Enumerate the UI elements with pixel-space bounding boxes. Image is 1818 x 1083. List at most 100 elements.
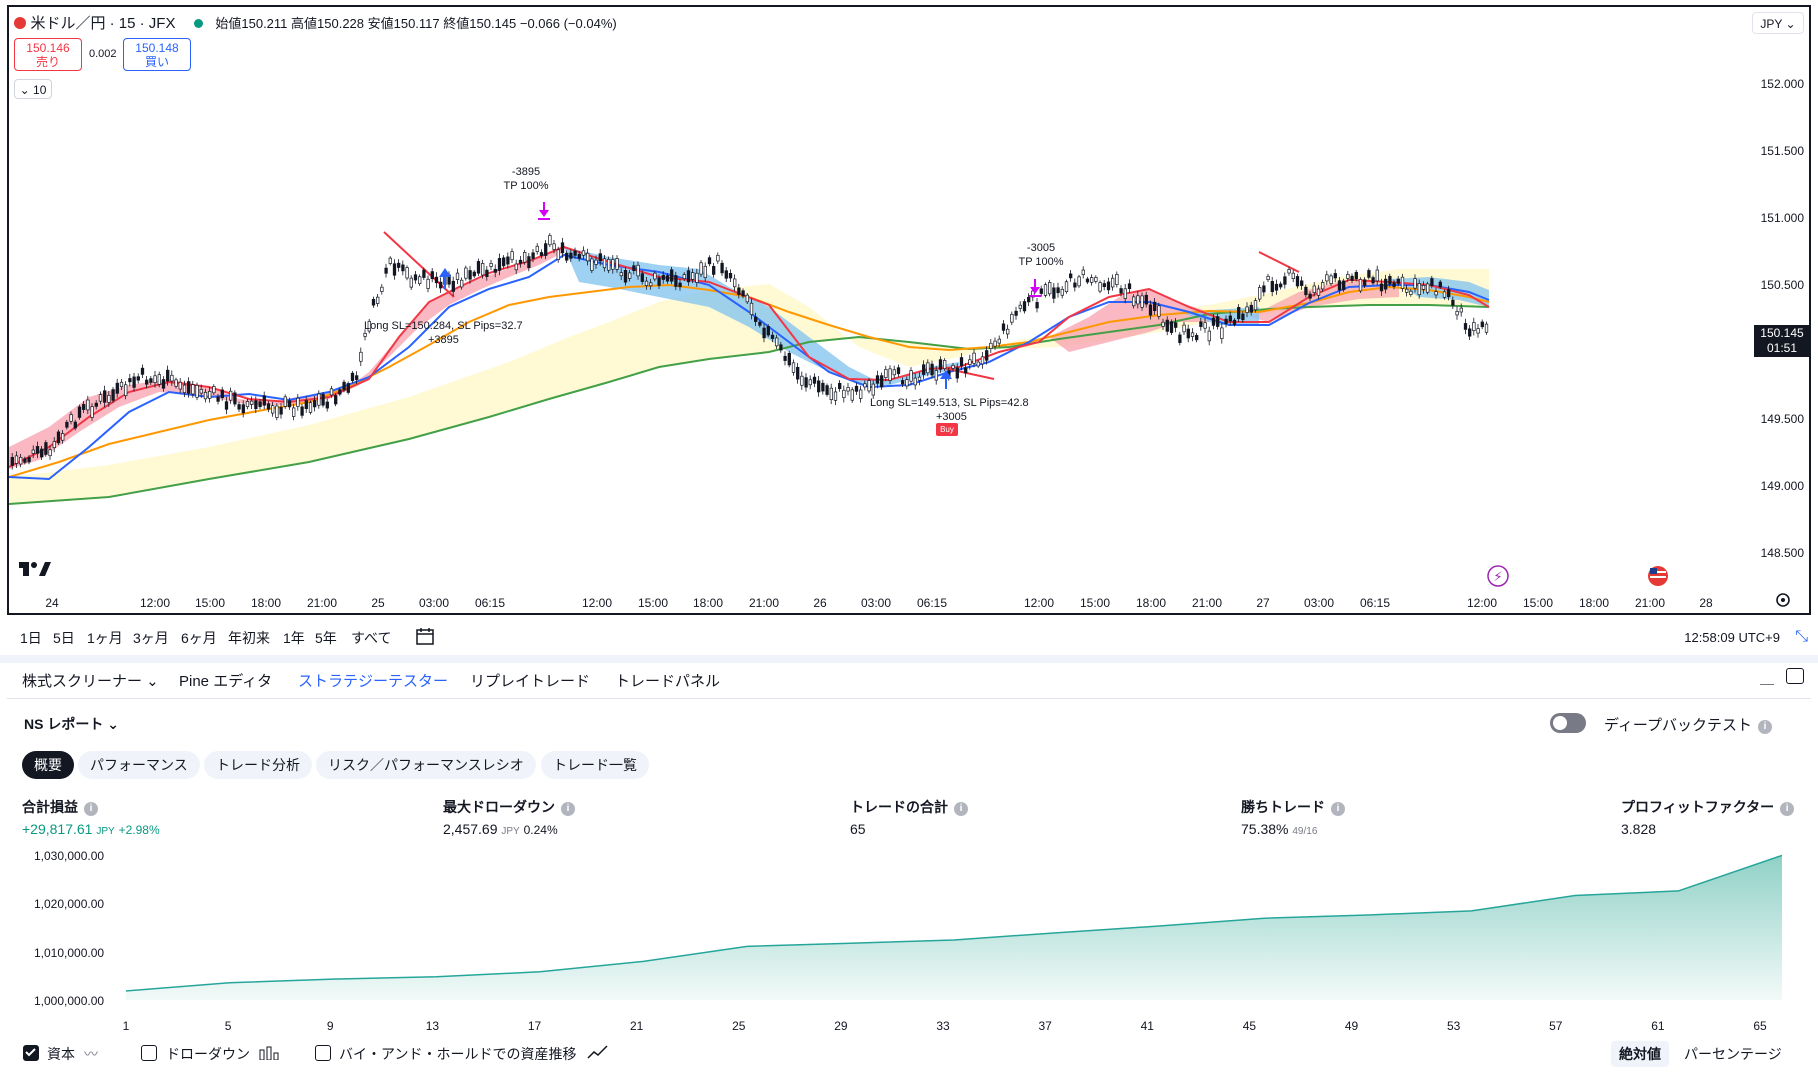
trade-marker-entry-2[interactable] xyxy=(940,370,952,389)
deep-backtest-toggle[interactable] xyxy=(1550,713,1586,733)
range-button-4[interactable]: 6ヶ月 xyxy=(181,630,217,646)
panel-tab-1[interactable]: Pine エディタ xyxy=(179,673,273,690)
price-chart-canvas[interactable]: ⚡ xyxy=(9,7,1804,612)
price-axis-label: 151.000 xyxy=(1760,211,1804,225)
candle-body xyxy=(1241,313,1245,321)
trade2-exit-pnl: -3005 xyxy=(1026,242,1056,254)
candle-body xyxy=(846,387,850,392)
range-button-8[interactable]: すべて xyxy=(351,630,392,646)
chart-settings-gear-icon[interactable] xyxy=(1776,593,1790,607)
range-button-3[interactable]: 3ヶ月 xyxy=(133,630,169,646)
percentage-toggle[interactable]: パーセンテージ xyxy=(1684,1046,1782,1062)
range-button-0[interactable]: 1日 xyxy=(20,630,42,646)
cloud-blue-1 xyxy=(564,247,959,385)
candle-body xyxy=(413,274,418,281)
equity-checkbox[interactable] xyxy=(23,1045,39,1061)
candle-body xyxy=(657,277,661,286)
currency-select[interactable]: JPY ⌄ xyxy=(1752,12,1804,34)
report-subtab-1[interactable]: パフォーマンス xyxy=(78,751,200,779)
equity-x-label: 25 xyxy=(732,1019,746,1033)
info-icon[interactable]: i xyxy=(954,802,968,816)
panel-tab-0[interactable]: 株式スクリーナー ⌄ xyxy=(22,673,159,690)
candle-body xyxy=(1153,301,1157,312)
equity-x-label: 21 xyxy=(629,1019,644,1033)
candle-body xyxy=(1085,278,1090,283)
trade-marker-entry-1[interactable] xyxy=(439,268,451,289)
candle-body xyxy=(359,351,363,362)
candle-body xyxy=(418,276,422,284)
symbol-title[interactable]: 米ドル／円 · 15 · JFX xyxy=(30,15,176,32)
volume-toggle-button[interactable]: ⌄ 10 xyxy=(14,79,52,99)
info-icon[interactable]: i xyxy=(1780,802,1795,816)
candle-body xyxy=(1421,285,1426,290)
clock-timezone[interactable]: 12:58:09 UTC+9 xyxy=(1684,630,1780,645)
info-icon[interactable]: i xyxy=(1331,802,1345,816)
goto-date-icon[interactable] xyxy=(415,626,435,651)
candle-body xyxy=(166,369,170,382)
buy-badge[interactable]: Buy xyxy=(936,423,958,436)
candle-body xyxy=(623,270,628,283)
candle-body xyxy=(922,364,926,375)
us-flag-event-icon[interactable] xyxy=(1648,566,1668,586)
candle-body xyxy=(300,406,304,416)
strategy-report-select[interactable]: NS レポート ⌄ xyxy=(24,716,119,732)
candle-body xyxy=(191,384,195,395)
range-button-1[interactable]: 5日 xyxy=(53,630,75,646)
info-icon[interactable]: i xyxy=(561,802,575,816)
candle-body xyxy=(552,243,556,250)
candle-body xyxy=(548,235,552,246)
candle-body xyxy=(565,252,569,261)
candle-body xyxy=(409,277,413,288)
candle-body xyxy=(880,375,884,388)
panel-separator[interactable] xyxy=(0,655,1818,663)
report-subtab-2[interactable]: トレード分析 xyxy=(204,751,312,779)
candle-body xyxy=(56,431,61,444)
candle-body xyxy=(1174,322,1178,328)
candle-body xyxy=(1291,272,1295,279)
candle-body xyxy=(1035,302,1039,309)
time-axis-label: 15:00 xyxy=(194,596,226,610)
candle-body xyxy=(884,369,888,378)
tradingview-logo xyxy=(19,562,51,576)
candle-body xyxy=(485,269,489,277)
minimize-panel-icon[interactable]: ＿ xyxy=(1760,670,1774,686)
equity-x-label: 33 xyxy=(936,1019,950,1033)
panel-tab-4[interactable]: トレードパネル xyxy=(615,673,721,690)
buy-button[interactable]: 150.148 買い xyxy=(123,38,191,71)
report-subtab-3[interactable]: リスク／パフォーマンスレシオ xyxy=(316,751,536,779)
main-chart-pane[interactable] xyxy=(7,5,1811,615)
trade-marker-exit-2[interactable] xyxy=(1029,279,1041,297)
trade-marker-exit-1[interactable] xyxy=(538,202,550,220)
range-button-2[interactable]: 1ヶ月 xyxy=(87,630,123,646)
candle-body xyxy=(1220,327,1224,339)
equity-curve-chart[interactable] xyxy=(0,840,1818,1010)
candle-body xyxy=(258,401,262,408)
candle-body xyxy=(632,265,636,271)
candle-body xyxy=(581,250,586,256)
maximize-panel-icon[interactable] xyxy=(1786,668,1804,684)
report-subtab-4[interactable]: トレード一覧 xyxy=(541,751,649,779)
buy-hold-checkbox[interactable] xyxy=(315,1045,331,1061)
sell-button[interactable]: 150.146 売り xyxy=(14,38,82,71)
info-icon[interactable]: i xyxy=(84,802,98,816)
candle-body xyxy=(1094,277,1098,282)
panel-tab-3[interactable]: リプレイトレード xyxy=(470,673,591,690)
candle-body xyxy=(98,394,103,402)
deep-backtest-label: ディープバックテスト i xyxy=(1604,714,1772,735)
info-icon[interactable]: i xyxy=(1758,720,1772,734)
range-button-5[interactable]: 年初来 xyxy=(228,630,270,646)
lightning-event-icon[interactable]: ⚡ xyxy=(1487,565,1509,587)
candle-body xyxy=(951,364,955,369)
range-button-6[interactable]: 1年 xyxy=(283,630,305,646)
candle-body xyxy=(535,245,539,252)
report-subtab-0[interactable]: 概要 xyxy=(22,751,74,779)
absolute-value-toggle[interactable]: 絶対値 xyxy=(1611,1041,1669,1067)
drawdown-checkbox[interactable] xyxy=(141,1045,157,1061)
candle-body xyxy=(229,390,233,401)
range-button-7[interactable]: 5年 xyxy=(315,630,337,646)
collapse-arrows-icon[interactable]: ⤡ xyxy=(1795,628,1808,645)
panel-tab-2[interactable]: ストラテジーテスター xyxy=(298,673,449,690)
candle-body xyxy=(909,370,913,382)
buy-price: 150.148 xyxy=(135,41,179,55)
candle-body xyxy=(1333,273,1337,279)
